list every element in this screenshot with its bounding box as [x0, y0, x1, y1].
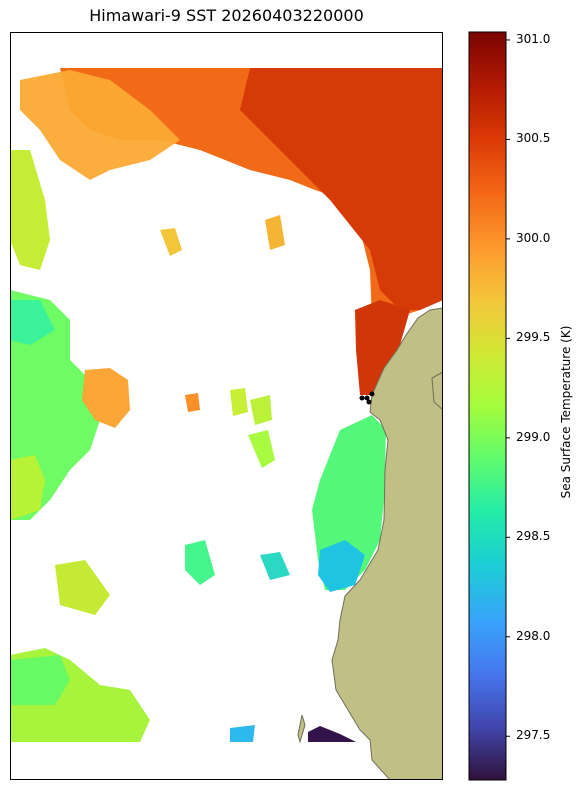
land-mass: [331, 307, 443, 780]
sst-region-south-cold: [308, 726, 356, 742]
buoy-marker: [366, 399, 372, 405]
sst-patch-d: [185, 393, 200, 412]
map-title: Himawari-9 SST 20260403220000: [89, 6, 364, 25]
sst-region-west-orange: [82, 368, 130, 428]
colorbar-tick-label: 299.5: [516, 330, 551, 345]
colorbar-tick-label: 298.5: [516, 529, 551, 544]
colorbar-tick-label: 300.5: [516, 131, 551, 146]
buoy-marker: [369, 391, 375, 397]
island: [297, 714, 306, 744]
sst-patch-e: [230, 388, 248, 416]
sst-patch-b: [160, 228, 182, 256]
sst-region-north-hot: [240, 68, 443, 310]
colorbar-tick-label: 299.0: [516, 429, 551, 444]
colorbar-tick-label: 298.0: [516, 628, 551, 643]
sst-patch-h: [185, 540, 215, 585]
sst-region-south-green: [10, 655, 70, 705]
sst-patch-i: [260, 552, 290, 580]
sst-patch-j: [55, 560, 110, 615]
colorbar: [468, 31, 507, 781]
sst-region-west-yellow: [10, 455, 45, 520]
sst-patch-c: [265, 215, 285, 250]
sst-patch-f: [250, 395, 272, 425]
buoy-marker: [359, 395, 365, 401]
map-area: [10, 68, 443, 780]
colorbar-tick-label: 301.0: [516, 31, 551, 46]
sst-patch-g: [248, 430, 275, 468]
sst-region-coastal-warm: [355, 300, 410, 395]
colorbar-ticks: [506, 39, 510, 737]
sst-region-central-cyan: [318, 540, 365, 592]
colorbar-tick-label: 300.0: [516, 230, 551, 245]
colorbar-tick-label: 297.5: [516, 728, 551, 743]
sst-patch-a: [10, 150, 50, 270]
colorbar-label: Sea Surface Temperature (K): [559, 325, 573, 499]
sst-region-northwest: [20, 70, 180, 180]
map-frame: [10, 32, 443, 780]
sst-patch-k: [230, 725, 255, 742]
sst-region-west-cyan: [10, 300, 55, 345]
coastal-spit: [431, 371, 443, 411]
buoy-marker: [364, 395, 370, 401]
